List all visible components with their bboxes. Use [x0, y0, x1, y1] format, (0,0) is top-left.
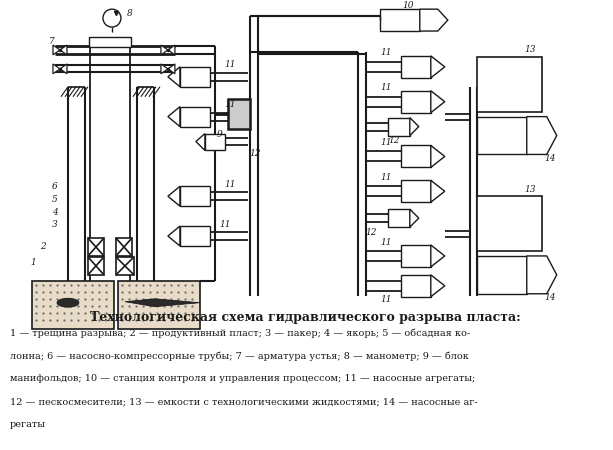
Polygon shape	[431, 145, 445, 167]
Text: 13: 13	[524, 185, 536, 194]
Text: 8: 8	[127, 9, 133, 18]
Text: 3: 3	[52, 220, 58, 229]
Bar	[116, 238, 132, 256]
Text: лонна; 6 — насосно-компрессорные трубы; 7 — арматура устья; 8 — манометр; 9 — бл: лонна; 6 — насосно-компрессорные трубы; …	[10, 351, 469, 361]
Text: 14: 14	[544, 293, 555, 302]
Text: 13: 13	[524, 45, 536, 54]
Circle shape	[103, 9, 121, 27]
Polygon shape	[527, 117, 557, 154]
Polygon shape	[161, 64, 168, 74]
Polygon shape	[196, 134, 205, 150]
Polygon shape	[53, 64, 60, 74]
Text: 11: 11	[224, 60, 235, 69]
Text: 1: 1	[30, 258, 36, 267]
Text: 11: 11	[380, 138, 392, 147]
Polygon shape	[420, 9, 447, 31]
Text: 4: 4	[52, 207, 58, 216]
Polygon shape	[410, 117, 419, 135]
Polygon shape	[168, 67, 180, 87]
Bar	[401, 245, 431, 267]
Bar	[180, 67, 210, 87]
Polygon shape	[168, 107, 180, 126]
Text: 10: 10	[402, 1, 414, 10]
Bar	[228, 99, 250, 129]
Bar	[477, 196, 542, 251]
Polygon shape	[168, 226, 180, 246]
Polygon shape	[410, 209, 419, 227]
Bar	[477, 57, 542, 112]
Text: манифольдов; 10 — станция контроля и управления процессом; 11 — насосные агрегат: манифольдов; 10 — станция контроля и упр…	[10, 374, 475, 383]
Text: 5: 5	[52, 195, 58, 204]
Text: 11: 11	[380, 173, 392, 182]
Polygon shape	[431, 91, 445, 112]
Bar	[401, 91, 431, 112]
Bar	[88, 238, 104, 256]
Polygon shape	[60, 64, 67, 74]
Text: 12: 12	[365, 228, 376, 237]
Polygon shape	[431, 180, 445, 202]
Polygon shape	[161, 45, 168, 55]
Bar	[388, 117, 410, 135]
Text: 7: 7	[49, 36, 55, 45]
Text: 11: 11	[380, 238, 392, 247]
Text: 11: 11	[224, 100, 235, 109]
Bar	[388, 209, 410, 227]
Bar	[477, 117, 527, 154]
Polygon shape	[168, 45, 175, 55]
Text: 11: 11	[380, 49, 392, 58]
Bar	[180, 107, 210, 126]
Text: 1 — трещина разрыва; 2 — продуктивный пласт; 3 — пакер; 4 — якорь; 5 — обсадная : 1 — трещина разрыва; 2 — продуктивный пл…	[10, 328, 470, 338]
Bar	[88, 257, 104, 275]
Bar	[89, 37, 131, 47]
Polygon shape	[60, 45, 67, 55]
Polygon shape	[431, 56, 445, 78]
Bar	[180, 186, 210, 206]
Text: 2: 2	[40, 243, 46, 252]
Ellipse shape	[57, 298, 79, 307]
Bar	[401, 145, 431, 167]
Bar	[32, 281, 114, 328]
Text: 12: 12	[388, 136, 400, 145]
Polygon shape	[168, 64, 175, 74]
Polygon shape	[53, 45, 60, 55]
Bar	[380, 9, 420, 31]
Text: 12 — пескосмесители; 13 — емкости с технологическими жидкостями; 14 — насосные а: 12 — пескосмесители; 13 — емкости с техн…	[10, 397, 478, 406]
Polygon shape	[168, 186, 180, 206]
Text: 11: 11	[380, 83, 392, 92]
Text: 6: 6	[52, 182, 58, 191]
Polygon shape	[527, 256, 557, 294]
Text: 12: 12	[249, 149, 261, 158]
Bar	[401, 275, 431, 297]
Text: 14: 14	[544, 154, 555, 163]
Text: Технологическая схема гидравлического разрыва пласта:: Технологическая схема гидравлического ра…	[91, 310, 521, 324]
Bar	[180, 226, 210, 246]
Bar	[118, 281, 200, 328]
Bar	[205, 134, 225, 150]
Text: регаты: регаты	[10, 420, 46, 429]
Bar	[401, 180, 431, 202]
Bar	[477, 256, 527, 294]
Polygon shape	[125, 299, 200, 307]
Bar	[116, 257, 134, 275]
Polygon shape	[431, 275, 445, 297]
Text: 11: 11	[224, 180, 235, 189]
Bar	[401, 56, 431, 78]
Polygon shape	[431, 245, 445, 267]
Text: 9: 9	[217, 130, 223, 139]
Text: 11: 11	[219, 220, 230, 229]
Text: 11: 11	[380, 295, 392, 304]
